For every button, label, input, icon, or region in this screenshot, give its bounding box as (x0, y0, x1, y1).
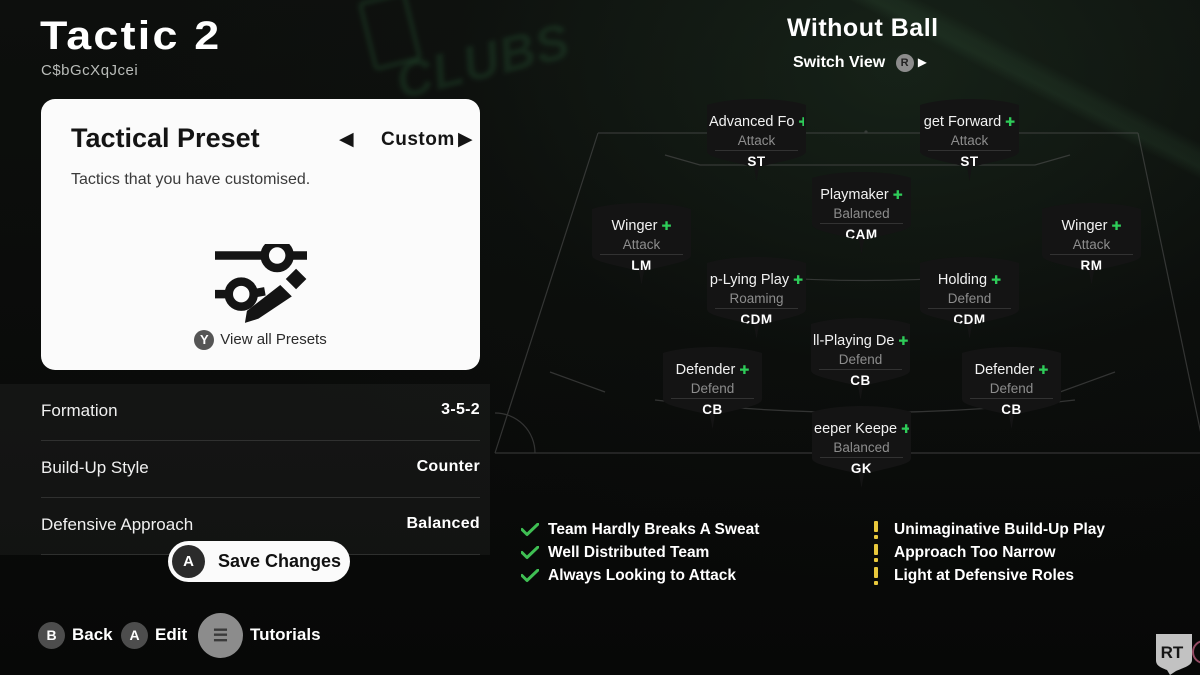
svg-text:RT: RT (1161, 643, 1184, 662)
